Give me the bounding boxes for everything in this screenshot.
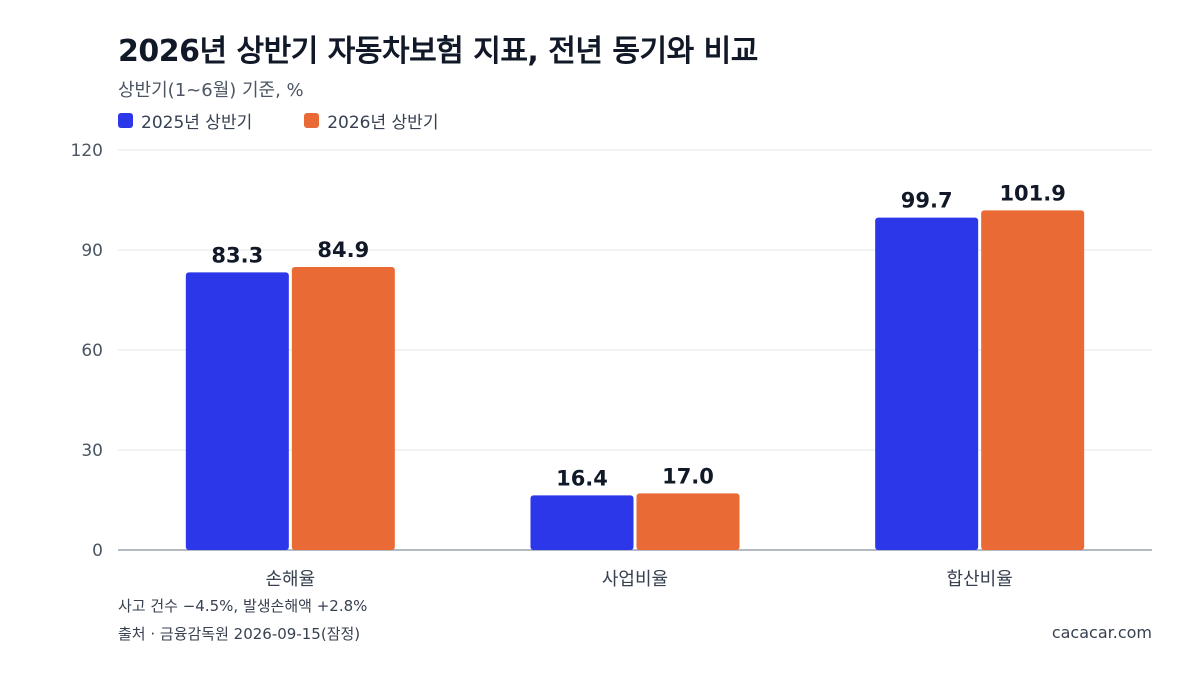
bar-2026 [636,493,740,550]
x-tick-label: 합산비율 [947,569,1013,590]
data-label: 17.0 [662,464,714,488]
site-credit: cacacar.com [1051,623,1152,642]
x-tick-label: 사업비율 [602,569,668,590]
data-label: 99.7 [901,189,953,213]
bar-2026 [291,267,395,550]
legend-swatch-2026 [304,113,320,128]
bar-2025 [185,272,289,550]
legend-label-2025: 2025년 상반기 [141,113,253,133]
bar-2025 [875,217,979,550]
legend-item-2026: 2026년 상반기 [304,108,438,133]
y-tick-label: 30 [81,441,103,461]
footnote: 사고 건수 −4.5%, 발생손해액 +2.8% [118,597,368,615]
legend-item-2025: 2025년 상반기 [118,108,252,133]
y-tick-label: 60 [81,341,103,361]
chart-title: 2026년 상반기 자동차보험 지표, 전년 동기와 비교 [118,34,758,69]
data-label: 83.3 [211,243,263,267]
legend: 2025년 상반기 2026년 상반기 [118,108,438,133]
source-note: 출처 · 금융감독원 2026-09-15(잠정) [118,625,361,643]
bar-2026 [981,210,1085,551]
bar-2025 [530,495,634,550]
legend-swatch-2025 [118,113,133,128]
chart-subtitle: 상반기(1~6월) 기준, % [118,80,304,101]
data-label: 16.4 [556,466,608,490]
y-tick-label: 0 [92,541,103,561]
x-tick-label: 손해율 [265,569,315,590]
data-label: 84.9 [317,238,369,262]
y-tick-label: 120 [71,141,103,161]
legend-label-2026: 2026년 상반기 [327,113,439,133]
y-tick-label: 90 [81,241,103,261]
data-label: 101.9 [999,181,1065,205]
